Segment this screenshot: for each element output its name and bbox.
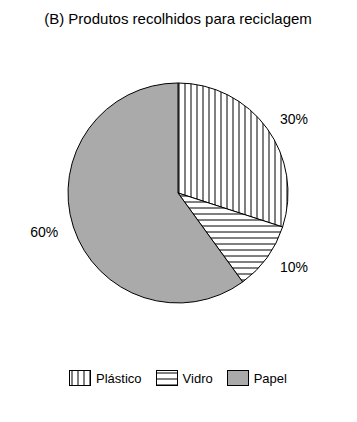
html-text:Vidro: Vidro [182, 370, 213, 386]
svg-text:30%: 30% [280, 111, 308, 127]
html-text:Papel: Papel [253, 370, 287, 386]
svg-text:60%: 60% [30, 224, 58, 240]
html-text:(B) Produtos recolhidos para r: (B) Produtos recolhidos para reciclagem [44, 10, 312, 27]
html-text:Plástico: Plástico [96, 370, 142, 386]
svg-text:10%: 10% [280, 259, 308, 275]
